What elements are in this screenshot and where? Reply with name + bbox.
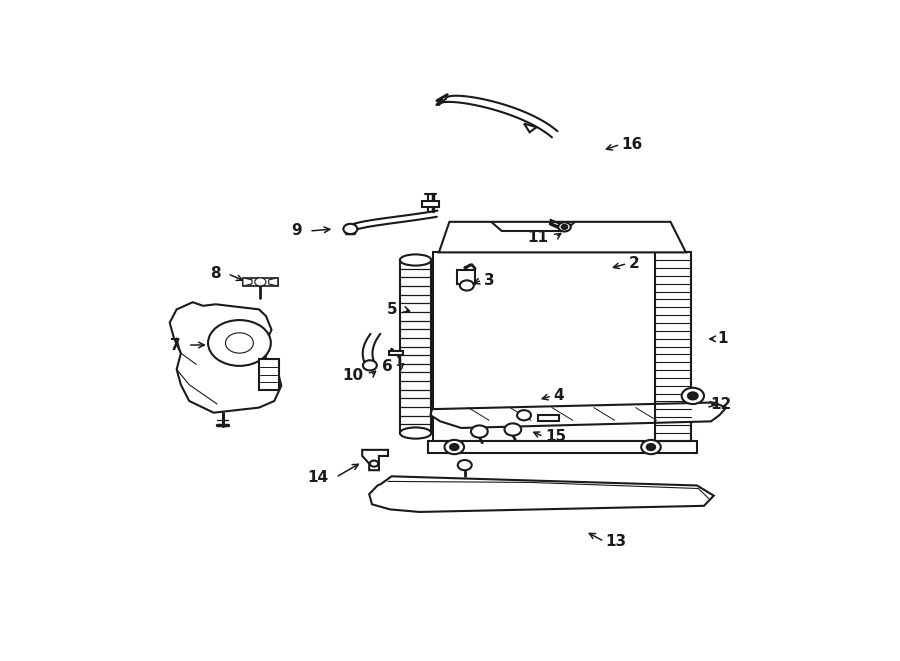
Text: 6: 6 [382,360,393,374]
Circle shape [517,410,531,420]
Text: 3: 3 [483,273,494,288]
Circle shape [562,225,567,229]
Polygon shape [428,441,697,453]
Circle shape [363,360,377,370]
Text: 13: 13 [606,534,626,549]
Text: 11: 11 [527,229,548,245]
Polygon shape [170,302,282,412]
Text: 1: 1 [717,331,728,346]
Circle shape [370,461,378,467]
Circle shape [460,280,473,291]
Text: 10: 10 [343,368,364,383]
Circle shape [445,440,464,454]
Circle shape [505,424,521,436]
Text: 8: 8 [210,266,220,281]
Polygon shape [439,222,686,253]
Polygon shape [422,202,439,207]
Circle shape [255,278,266,286]
Circle shape [226,332,254,353]
Text: 15: 15 [545,429,566,444]
Ellipse shape [400,254,431,266]
Polygon shape [524,124,536,132]
Text: 5: 5 [386,302,397,317]
Circle shape [471,426,488,438]
Polygon shape [243,278,278,286]
Polygon shape [362,450,388,470]
Polygon shape [430,403,726,428]
Text: 7: 7 [170,338,181,352]
Polygon shape [369,477,714,512]
Polygon shape [389,351,402,355]
Circle shape [647,444,655,450]
Circle shape [688,393,698,399]
Circle shape [458,460,472,470]
Circle shape [208,320,271,366]
Circle shape [641,440,661,454]
Polygon shape [259,360,278,390]
Circle shape [681,388,704,404]
Text: 9: 9 [292,223,302,239]
Circle shape [558,222,571,231]
Circle shape [450,444,458,450]
Text: 16: 16 [622,137,643,152]
Polygon shape [243,278,252,286]
Polygon shape [269,278,278,286]
Ellipse shape [400,428,431,439]
Text: 4: 4 [554,389,564,403]
Circle shape [344,224,357,234]
Text: 2: 2 [628,256,639,271]
Text: 14: 14 [308,470,328,485]
Polygon shape [457,270,475,284]
Text: 12: 12 [710,397,732,412]
Polygon shape [538,415,559,421]
Polygon shape [434,253,691,441]
